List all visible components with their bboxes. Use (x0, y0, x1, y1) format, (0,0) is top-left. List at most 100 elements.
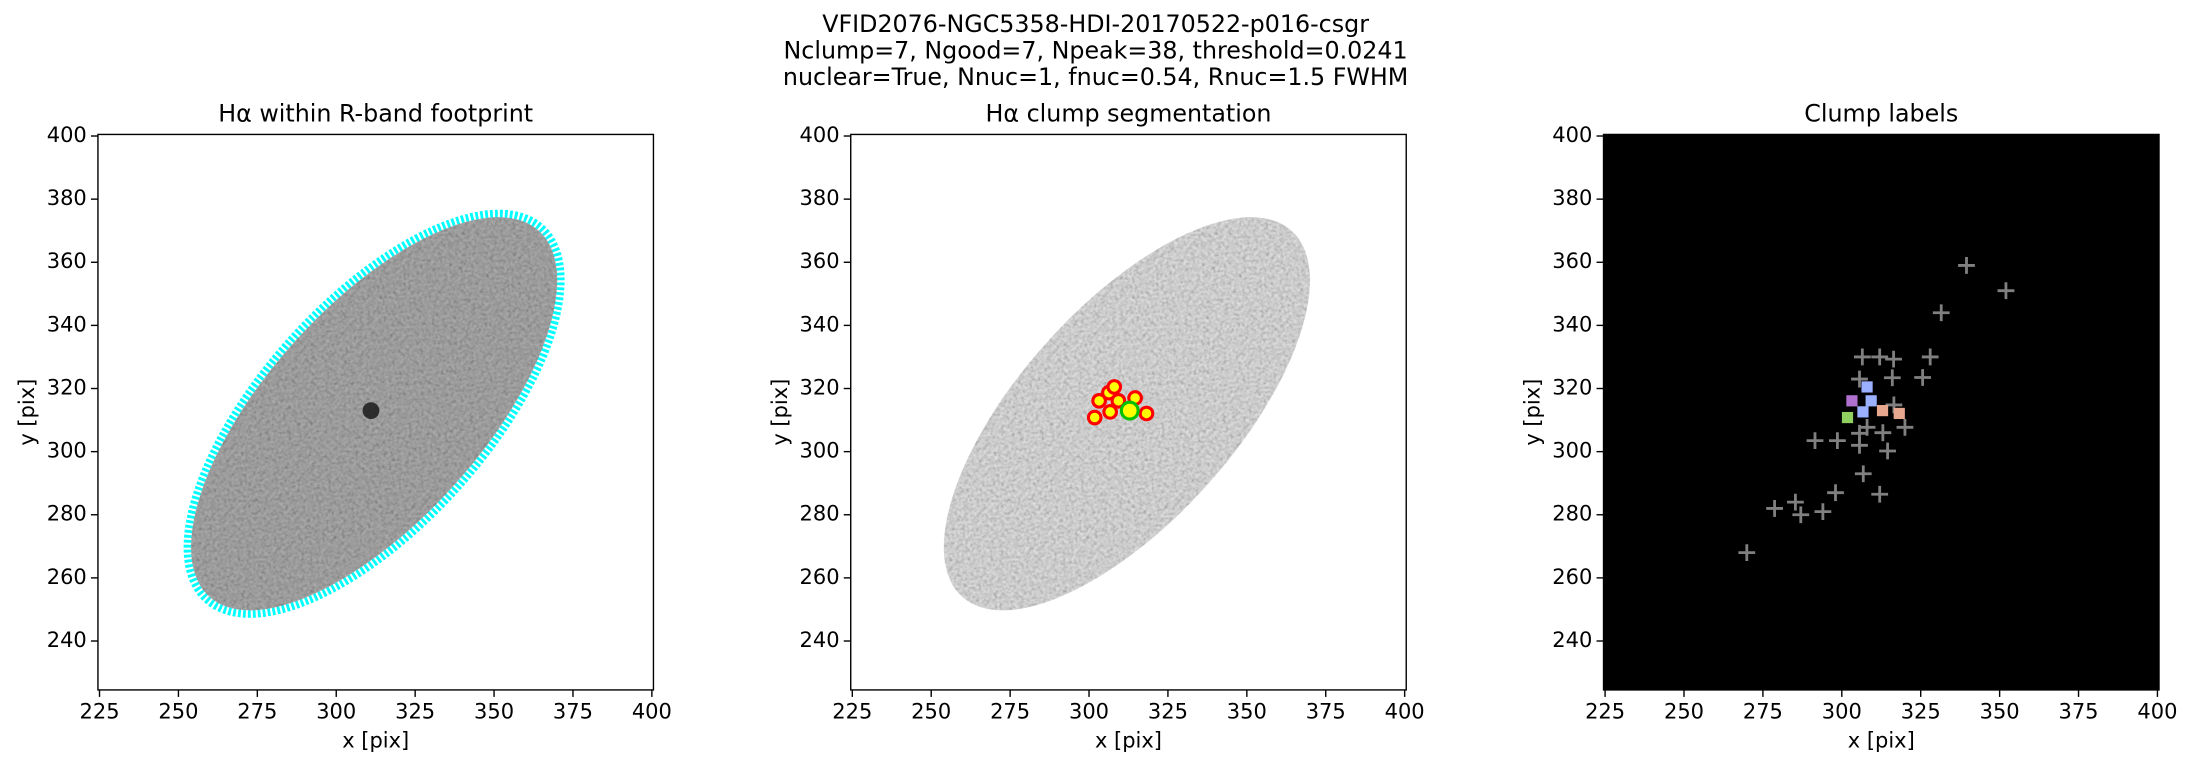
y-tick-label: 360 (47, 249, 87, 273)
x-tick-label: 225 (80, 699, 120, 723)
axes-frame (850, 133, 1407, 691)
panel: 225 250 275 300 325 350 375 400 240 260 280 300 320 3… (15, 99, 672, 752)
clump-marker (1106, 379, 1123, 395)
x-tick-label: 325 (395, 699, 435, 723)
peak-marker (1766, 500, 1783, 517)
x-tick-label: 300 (316, 699, 356, 723)
peak-marker (1854, 465, 1872, 483)
peak-marker (1885, 350, 1902, 368)
y-tick-label: 380 (1552, 186, 1592, 210)
panel: 225 250 275 300 325 350 375 400 240 260 280 300 320 3… (1521, 99, 2178, 752)
suptitle: VFID2076-NGC5358-HDI-20170522-p016-csgr (822, 10, 1369, 38)
x-tick-label: 250 (158, 699, 198, 723)
peak-marker (1851, 370, 1868, 388)
y-tick-label: 340 (47, 312, 87, 336)
x-tick-label: 275 (990, 699, 1030, 723)
x-tick-label: 375 (1306, 699, 1346, 723)
y-tick-label: 300 (800, 439, 840, 463)
clump-label (1876, 405, 1889, 417)
x-tick-label: 300 (1822, 699, 1862, 723)
x-tick-label: 375 (553, 699, 593, 723)
x-axis-label: x [pix] (1095, 729, 1162, 753)
footprint-edge (183, 209, 565, 618)
peak-marker (1787, 493, 1804, 511)
y-tick-label: 320 (47, 376, 87, 400)
clump-marker (1110, 392, 1127, 409)
y-tick-label: 360 (1552, 249, 1592, 273)
peak-marker (1914, 369, 1932, 386)
plot-area (1603, 134, 2160, 690)
clump-marker (1102, 404, 1119, 420)
plot-area (850, 134, 1407, 690)
y-tick-label: 360 (800, 249, 840, 273)
y-tick-label: 280 (47, 502, 87, 526)
peak-marker (1871, 485, 1889, 503)
y-tick-label: 340 (800, 312, 840, 336)
peak-marker (1932, 304, 1950, 322)
peak-marker (1806, 432, 1824, 449)
clump-marker (1138, 405, 1155, 422)
peak-marker (1851, 436, 1868, 454)
y-tick-label: 280 (800, 502, 840, 526)
x-tick-label: 375 (2059, 699, 2099, 723)
y-tick-label: 300 (1552, 439, 1592, 463)
y-tick-label: 380 (800, 186, 840, 210)
y-axis-label: y [pix] (15, 379, 39, 446)
x-tick-label: 300 (1069, 699, 1109, 723)
x-tick-label: 275 (237, 699, 277, 723)
peak-marker (1829, 432, 1846, 449)
plot-area (97, 134, 654, 690)
x-tick-label: 400 (632, 699, 672, 723)
peak-marker (1792, 506, 1810, 524)
y-tick-label: 320 (1552, 376, 1592, 400)
x-tick-label: 275 (1743, 699, 1783, 723)
clump-label (1841, 411, 1854, 424)
y-axis-label: y [pix] (768, 379, 792, 446)
axes-frame (1602, 133, 2160, 691)
y-tick-label: 240 (47, 628, 87, 652)
clump-marker (1119, 400, 1140, 421)
clump-label (1865, 395, 1877, 407)
y-tick-label: 400 (800, 123, 840, 147)
x-tick-label: 325 (1148, 699, 1188, 723)
x-tick-label: 400 (2137, 699, 2177, 723)
peak-marker (1827, 484, 1844, 502)
y-tick-label: 300 (47, 439, 87, 463)
x-tick-label: 350 (1227, 699, 1267, 723)
peak-marker (1896, 418, 1914, 436)
peak-marker (1814, 503, 1832, 521)
peak-marker (1921, 348, 1939, 366)
peak-marker (1858, 418, 1876, 436)
clump-label (1861, 381, 1873, 393)
y-tick-label: 240 (800, 628, 840, 652)
x-axis-label: x [pix] (342, 729, 409, 753)
axes-title: Hα clump segmentation (986, 99, 1272, 127)
suptitle: Nclump=7, Ngood=7, Npeak=38, threshold=0… (784, 36, 1408, 64)
x-tick-label: 225 (832, 699, 872, 723)
peak-marker (1853, 348, 1871, 366)
y-axis-label: y [pix] (1521, 379, 1545, 446)
nucleus-dip (362, 402, 380, 420)
suptitle: nuclear=True, Nnuc=1, fnuc=0.54, Rnuc=1.… (783, 63, 1408, 91)
y-tick-label: 260 (47, 565, 87, 589)
x-tick-label: 400 (1385, 699, 1425, 723)
peak-marker (1871, 348, 1889, 366)
clump-label (1857, 406, 1869, 418)
x-tick-label: 325 (1901, 699, 1941, 723)
y-tick-label: 320 (800, 376, 840, 400)
x-tick-label: 350 (1980, 699, 2020, 723)
axes-title: Hα within R-band footprint (218, 99, 533, 127)
clump-marker (1086, 409, 1103, 426)
panel: 225 250 275 300 325 350 375 400 240 260 280 300 320 3… (768, 99, 1425, 752)
y-tick-label: 260 (1552, 565, 1592, 589)
x-tick-label: 350 (474, 699, 514, 723)
y-tick-label: 260 (800, 565, 840, 589)
x-tick-label: 250 (1664, 699, 1704, 723)
peak-marker (1883, 369, 1901, 387)
clump-marker (1091, 392, 1107, 409)
x-tick-label: 250 (911, 699, 951, 723)
peak-marker (1997, 282, 2015, 300)
clump-label (1846, 395, 1858, 407)
